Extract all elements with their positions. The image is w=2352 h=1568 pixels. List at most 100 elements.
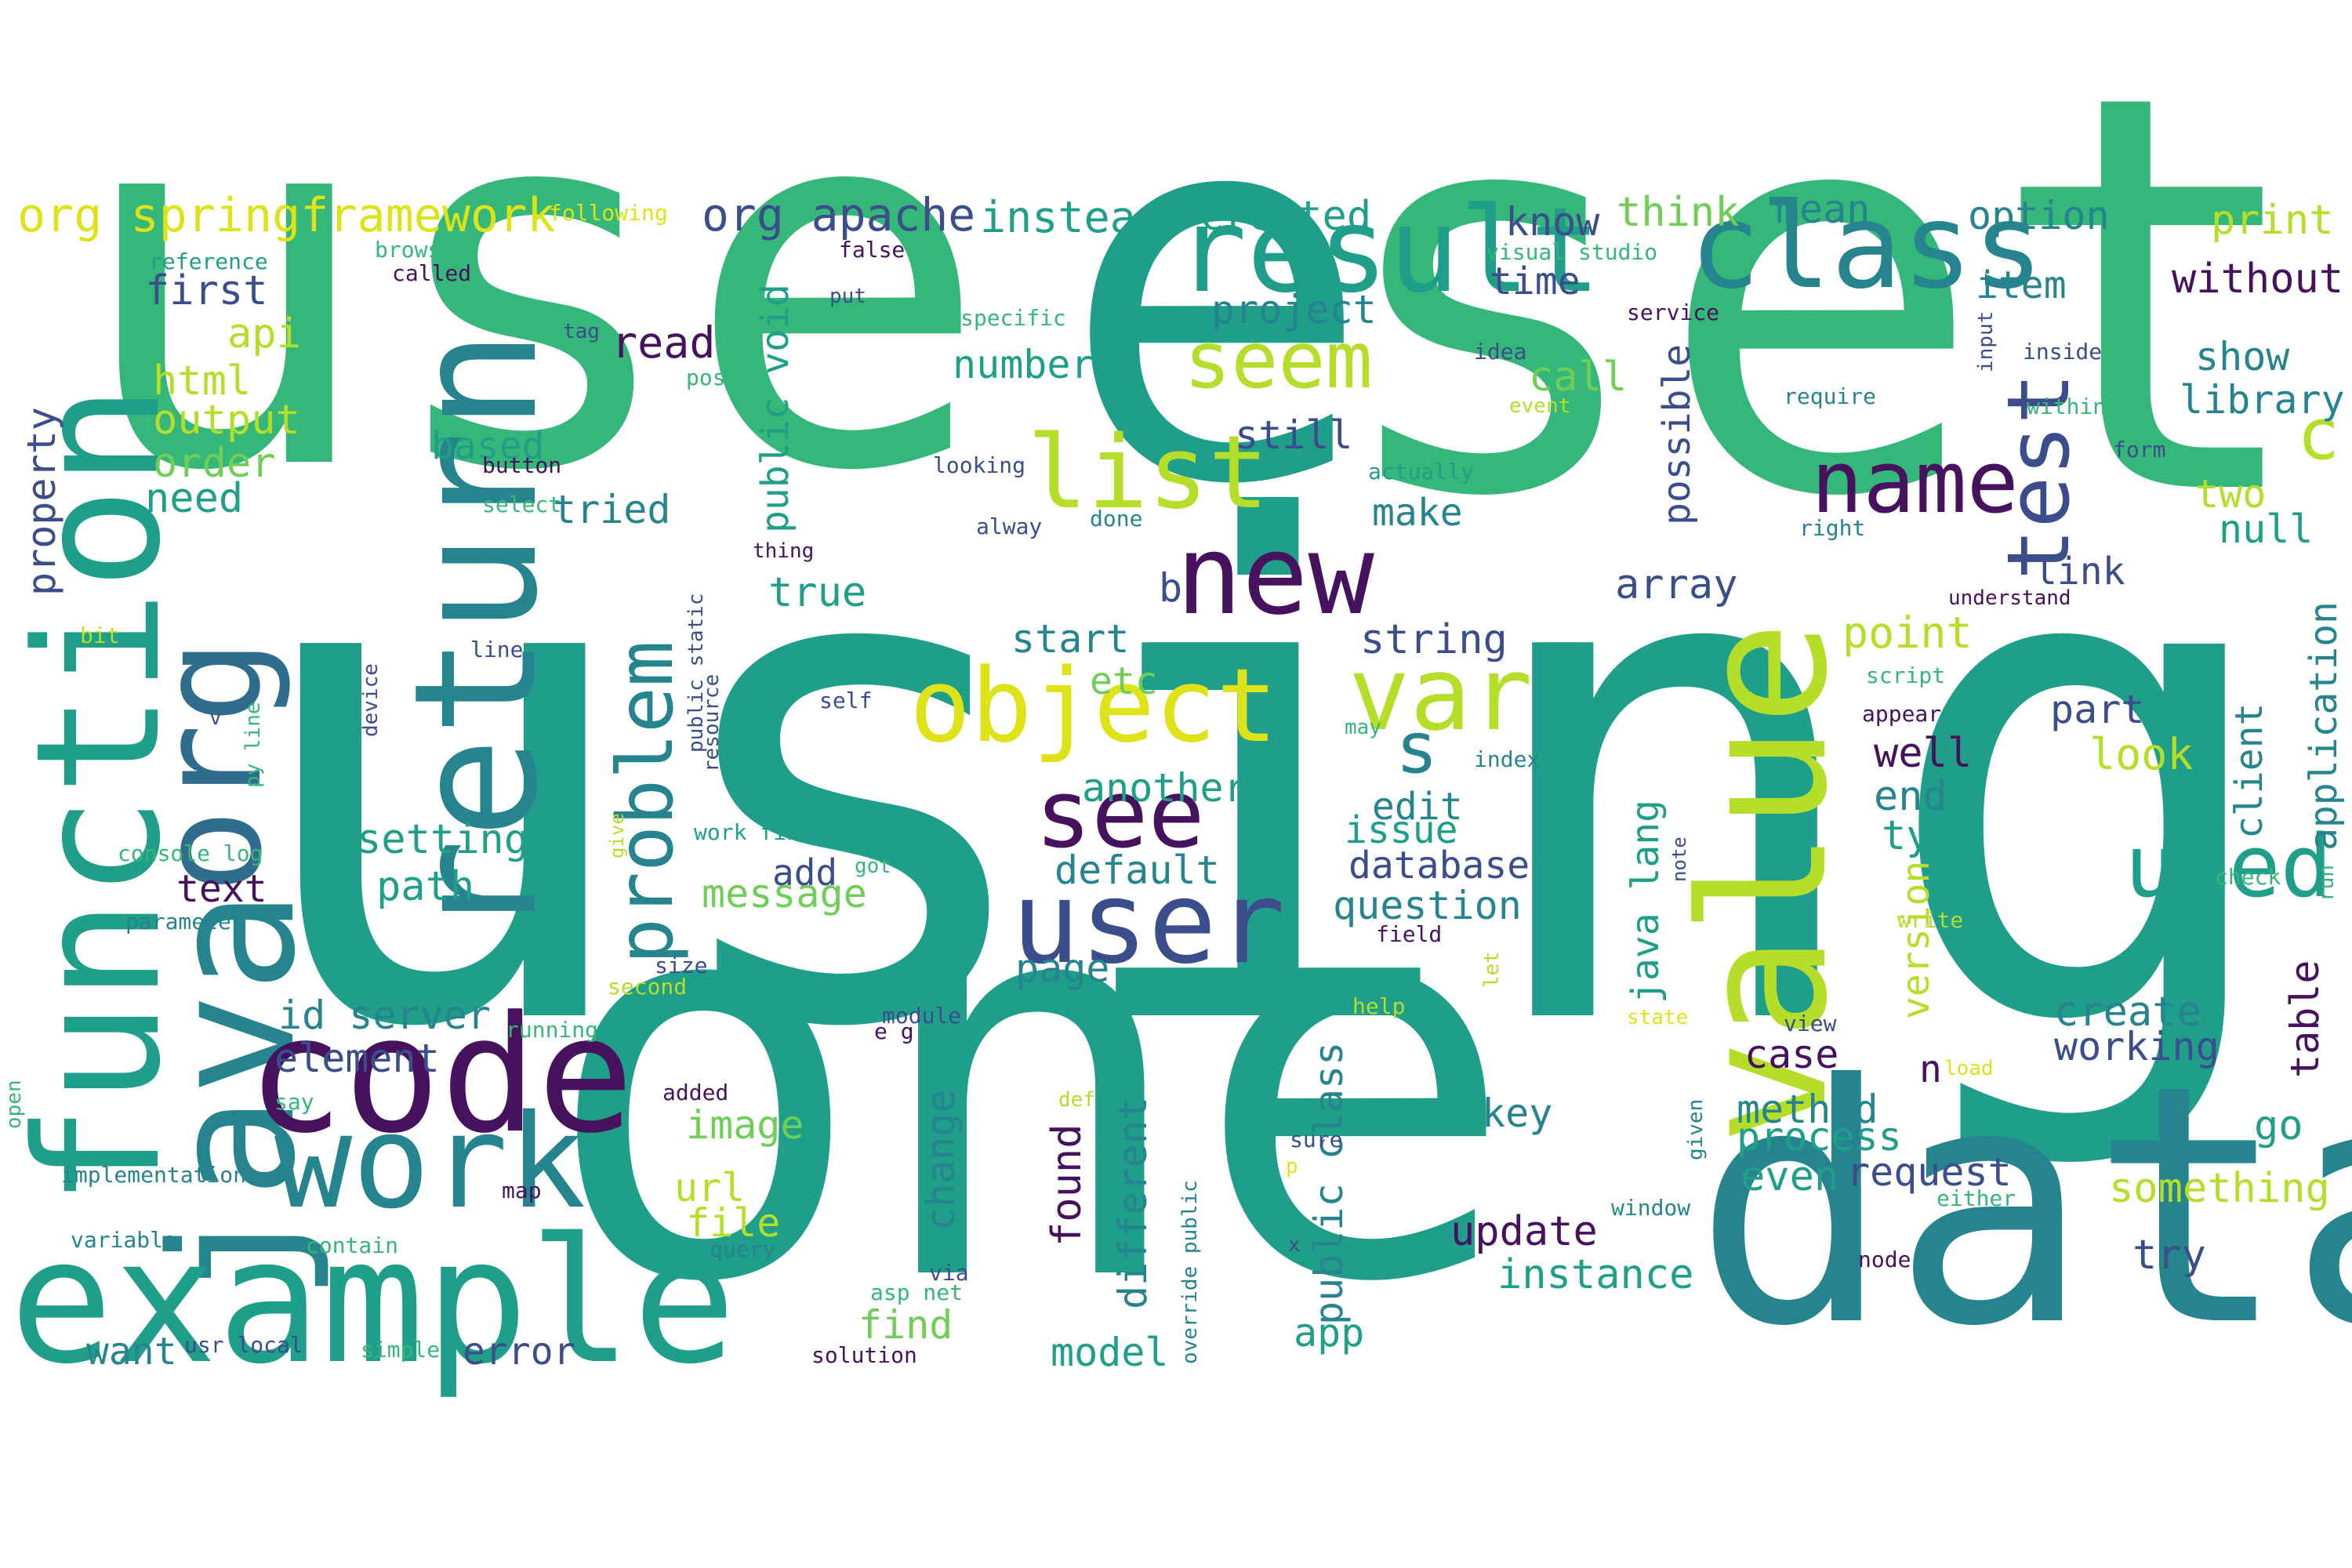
word-visual-studio: visual studio [1486,239,1658,265]
word-two: two [2195,471,2267,517]
word-image: image [686,1102,804,1148]
word-work: work [274,1087,586,1237]
word-understand: understand [1948,586,2071,610]
word-result: result [1176,183,1601,319]
word-output: output [153,397,300,444]
word-new: new [1176,512,1374,640]
word-solution: solution [811,1342,917,1368]
word-edit: edit [1372,785,1463,829]
word-first: first [145,267,268,314]
word-data: data [1693,1015,2352,1399]
word-require: require [1784,383,1877,409]
word-field: field [1376,921,1443,947]
word-x: x [1288,1233,1301,1257]
word-check: check [2215,864,2281,890]
word-app: app [1294,1310,1365,1356]
word-console-log: console log [118,840,263,866]
word-library: library [2180,377,2345,423]
word-time: time [1490,260,1581,303]
word-even: even [1740,1153,1839,1200]
word-appear: appear [1862,701,1942,727]
word-part: part [2050,687,2145,732]
word-added: added [662,1080,729,1105]
word-array: array [1615,561,1738,608]
word-browser: browser [375,237,468,263]
word-either: either [1936,1185,2016,1211]
word-py-line: py line [241,702,265,788]
word-following: following [549,200,668,226]
word-using: using [235,383,2288,1177]
word-use: use [71,0,991,583]
word-right: right [1799,515,1866,541]
word-created: created [1200,193,1372,240]
word-try: try [2132,1232,2206,1279]
word-point: point [1842,608,1973,658]
word-string: string [1360,616,1508,663]
word-page: page [1015,946,1110,991]
word-window: window [1611,1195,1691,1221]
word-tag: tag [563,320,600,343]
word-actually: actually [1368,459,1474,485]
word-object: object [909,646,1278,765]
word-still: still [1235,412,1353,458]
word-looking: looking [933,452,1026,478]
word-idea: idea [1474,339,1527,365]
word-change: change [918,1089,964,1231]
word-set: set [1325,0,2317,617]
word-database: database [1348,844,1530,887]
word-method: method [1737,1087,1878,1132]
word-run: run [2315,865,2339,902]
word-call: call [1529,354,1628,401]
word-e: e [1058,0,1375,600]
word-specific: specific [960,305,1066,331]
word-inside: inside [2023,339,2103,365]
word-p: p [1286,1155,1298,1178]
word-name: name [1811,432,2019,532]
word-service: service [1627,299,1720,325]
word-see: see [1035,760,1205,869]
word-find: find [858,1302,953,1348]
word-application: application [2302,601,2346,851]
word-list: list [1027,415,1269,532]
word-put: put [829,285,866,308]
word-note: note [1668,837,1690,882]
word-used: used [2125,816,2332,916]
word-want: want [86,1330,177,1374]
word-given: given [1684,1098,1708,1160]
word-know: know [1505,199,1600,245]
word-link: link [2034,550,2125,593]
word-key: key [1482,1091,1553,1136]
word-api: api [227,310,301,358]
word-example: example [9,1201,737,1402]
word-org-apache: org apache [702,188,976,241]
word-form: form [2113,437,2166,463]
word-sure: sure [1290,1127,1343,1152]
word-false: false [839,237,906,263]
word-url: url [674,1165,746,1210]
word-select: select [482,492,562,517]
word-done: done [1090,506,1143,532]
word-look: look [2089,729,2194,779]
word-second: second [608,974,688,1000]
word-open: open [2,1080,26,1129]
word-order: order [153,440,276,487]
word-line: line [470,637,524,662]
word-n: n [1919,1047,1942,1091]
word-case: case [1744,1032,1839,1077]
word-tried: tried [553,487,671,532]
word-start: start [1011,616,1130,662]
word-well: well [1874,730,1973,777]
word-property: property [19,407,64,596]
word-variable: variable [71,1227,176,1253]
word-show: show [2195,334,2290,379]
word-etc: etc [1090,659,1158,703]
word-state: state [1627,1006,1689,1029]
word-number: number [953,342,1094,387]
word-s: s [1396,707,1439,789]
word-file: file [686,1200,781,1246]
word-user: user [1011,857,1286,989]
word-type: type [1882,812,1980,859]
word-load: load [1944,1057,1994,1080]
word-seem: seem [1184,314,1373,406]
word-create: create [2054,989,2201,1036]
